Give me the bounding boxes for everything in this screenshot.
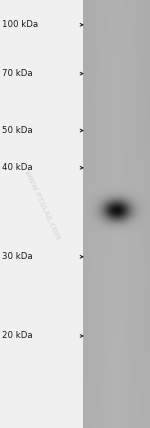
Text: 100 kDa: 100 kDa [2,20,38,30]
Text: 30 kDa: 30 kDa [2,252,32,262]
Text: 40 kDa: 40 kDa [2,163,32,172]
Text: WWW.PTGLAB.COM: WWW.PTGLAB.COM [23,169,61,241]
Text: 70 kDa: 70 kDa [2,69,32,78]
Text: 50 kDa: 50 kDa [2,126,32,135]
Text: 20 kDa: 20 kDa [2,331,32,341]
